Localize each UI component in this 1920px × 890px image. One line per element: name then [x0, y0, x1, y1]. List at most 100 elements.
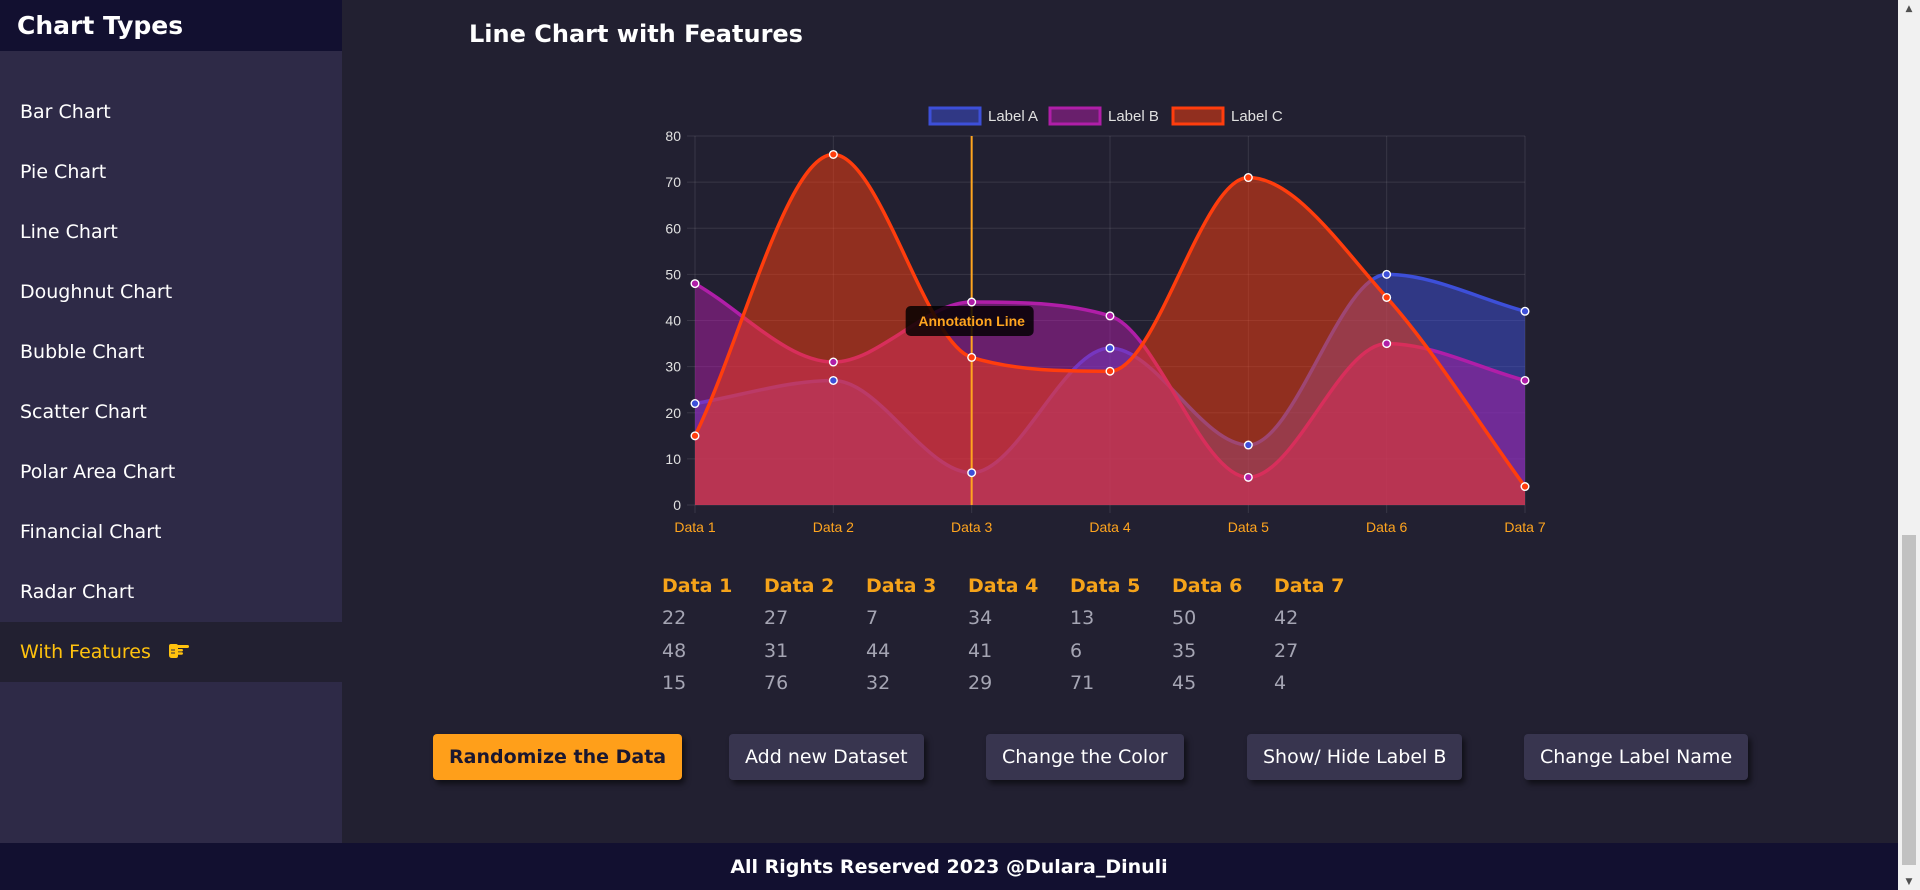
sidebar-item-label: Polar Area Chart	[20, 461, 175, 483]
table-cell: 42	[1274, 602, 1376, 635]
table-row: 15 76 32 29 71 45 4	[662, 667, 1376, 700]
legend-swatch-3	[1173, 108, 1223, 124]
data-point-3	[1106, 367, 1114, 375]
chart-legend[interactable]: Label A Label B Label C	[930, 108, 1283, 125]
x-tick-label: Data 7	[1504, 519, 1545, 535]
sidebar-item-label: Scatter Chart	[20, 401, 147, 423]
table-cell: 6	[1070, 635, 1172, 668]
table-cell: 48	[662, 635, 764, 668]
sidebar-item-label: Radar Chart	[20, 581, 134, 603]
sidebar-item-doughnut-chart[interactable]: Doughnut Chart	[0, 262, 342, 322]
sidebar-item-bar-chart[interactable]: Bar Chart	[0, 82, 342, 142]
y-tick-label: 0	[673, 497, 681, 513]
sidebar-item-scatter-chart[interactable]: Scatter Chart	[0, 382, 342, 442]
data-point-3	[830, 151, 838, 159]
sidebar-item-financial-chart[interactable]: Financial Chart	[0, 502, 342, 562]
data-point-1	[1521, 307, 1529, 315]
x-tick-label: Data 6	[1366, 519, 1407, 535]
y-tick-label: 50	[665, 266, 681, 282]
y-tick-label: 20	[665, 405, 681, 421]
table-cell: 29	[968, 667, 1070, 700]
sidebar-item-label: Doughnut Chart	[20, 281, 172, 303]
table-cell: 71	[1070, 667, 1172, 700]
data-point-3	[691, 432, 699, 440]
table-header: Data 5	[1070, 570, 1172, 602]
table-cell: 7	[866, 602, 968, 635]
table-cell: 44	[866, 635, 968, 668]
table-header-row: Data 1 Data 2 Data 3 Data 4 Data 5 Data …	[662, 570, 1376, 602]
data-point-1	[968, 469, 976, 477]
footer-text: All Rights Reserved 2023 @Dulara_Dinuli	[730, 856, 1167, 878]
y-tick-label: 30	[665, 359, 681, 375]
table-header: Data 6	[1172, 570, 1274, 602]
sidebar-item-polar-area-chart[interactable]: Polar Area Chart	[0, 442, 342, 502]
legend-label-1: Label A	[988, 108, 1038, 125]
table-cell: 27	[1274, 635, 1376, 668]
pointing-hand-icon	[167, 641, 191, 664]
legend-label-3: Label C	[1231, 108, 1283, 125]
x-tick-label: Data 2	[813, 519, 854, 535]
y-tick-label: 60	[665, 220, 681, 236]
sidebar-item-label: With Features	[20, 641, 151, 663]
table-cell: 35	[1172, 635, 1274, 668]
data-point-3	[1245, 174, 1253, 182]
x-tick-label: Data 5	[1228, 519, 1269, 535]
vertical-scrollbar[interactable]: ▲ ▼	[1898, 0, 1920, 890]
sidebar-item-label: Financial Chart	[20, 521, 161, 543]
table-header: Data 3	[866, 570, 968, 602]
data-point-1	[1245, 441, 1253, 449]
table-cell: 45	[1172, 667, 1274, 700]
data-point-1	[830, 377, 838, 385]
scroll-up-arrow-icon[interactable]: ▲	[1898, 0, 1920, 17]
data-point-3	[968, 354, 976, 362]
y-tick-label: 80	[665, 128, 681, 144]
scroll-thumb[interactable]	[1902, 535, 1916, 865]
line-chart: Label A Label B Label C Annotation Line 0 1…	[342, 0, 1898, 560]
data-point-2	[691, 280, 699, 288]
sidebar-item-with-features[interactable]: With Features	[0, 622, 342, 682]
x-tick-label: Data 1	[674, 519, 715, 535]
data-point-3	[1383, 294, 1391, 302]
sidebar-title: Chart Types	[0, 0, 342, 51]
x-tick-label: Data 3	[951, 519, 992, 535]
scroll-down-arrow-icon[interactable]: ▼	[1898, 873, 1920, 890]
toggle-label-b-button[interactable]: Show/ Hide Label B	[1247, 734, 1462, 780]
randomize-data-button[interactable]: Randomize the Data	[433, 734, 682, 780]
table-header: Data 4	[968, 570, 1070, 602]
annotation-label: Annotation Line	[918, 313, 1025, 329]
table-cell: 27	[764, 602, 866, 635]
change-color-button[interactable]: Change the Color	[986, 734, 1184, 780]
table-cell: 31	[764, 635, 866, 668]
data-point-2	[1106, 312, 1114, 320]
table-cell: 34	[968, 602, 1070, 635]
sidebar-item-bubble-chart[interactable]: Bubble Chart	[0, 322, 342, 382]
sidebar-item-line-chart[interactable]: Line Chart	[0, 202, 342, 262]
table-cell: 4	[1274, 667, 1376, 700]
sidebar-list: Bar Chart Pie Chart Line Chart Doughnut …	[0, 82, 342, 682]
y-tick-label: 40	[665, 313, 681, 329]
legend-swatch-1	[930, 108, 980, 124]
data-point-3	[1521, 483, 1529, 491]
data-point-2	[1521, 377, 1529, 385]
data-table: Data 1 Data 2 Data 3 Data 4 Data 5 Data …	[662, 570, 1376, 700]
data-point-2	[1383, 340, 1391, 348]
x-tick-label: Data 4	[1089, 519, 1130, 535]
y-tick-label: 10	[665, 451, 681, 467]
table-cell: 15	[662, 667, 764, 700]
table-row: 48 31 44 41 6 35 27	[662, 635, 1376, 668]
sidebar-item-radar-chart[interactable]: Radar Chart	[0, 562, 342, 622]
change-label-name-button[interactable]: Change Label Name	[1524, 734, 1748, 780]
table-cell: 50	[1172, 602, 1274, 635]
data-point-2	[968, 298, 976, 306]
sidebar-item-label: Bar Chart	[20, 101, 111, 123]
table-cell: 32	[866, 667, 968, 700]
sidebar-item-label: Line Chart	[20, 221, 118, 243]
sidebar: Chart Types Bar Chart Pie Chart Line Cha…	[0, 0, 342, 843]
sidebar-item-pie-chart[interactable]: Pie Chart	[0, 142, 342, 202]
footer: All Rights Reserved 2023 @Dulara_Dinuli	[0, 843, 1898, 890]
add-dataset-button[interactable]: Add new Dataset	[729, 734, 924, 780]
data-point-1	[1383, 271, 1391, 279]
table-cell: 76	[764, 667, 866, 700]
sidebar-item-label: Bubble Chart	[20, 341, 144, 363]
